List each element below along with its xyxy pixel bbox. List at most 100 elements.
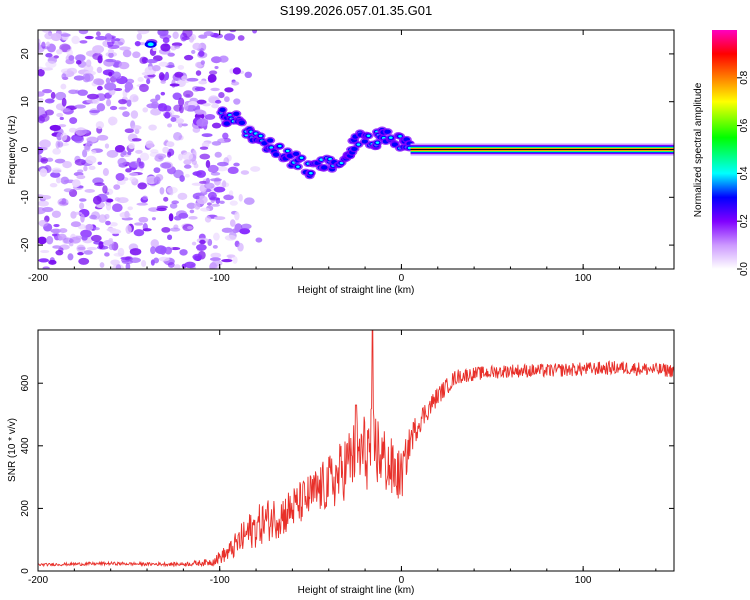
heatmap-noise-blob — [183, 54, 194, 61]
heatmap-noise-blob — [104, 82, 117, 91]
heatmap-noise-blob — [250, 166, 261, 172]
colorbar-tick-label: 0.0 — [739, 262, 750, 276]
heatmap-noise-blob — [109, 229, 122, 235]
heatmap-noise-blob — [129, 160, 141, 168]
heatmap-noise-blob — [129, 94, 139, 103]
heatmap-noise-blob — [78, 257, 90, 265]
heatmap-noise-blob — [191, 241, 197, 246]
heatmap-noise-blob — [86, 246, 98, 251]
heatmap-noise-blob — [191, 159, 197, 165]
heatmap-noise-blob — [79, 40, 88, 44]
heatmap-noise-blob — [183, 102, 189, 111]
heatmap-noise-blob — [169, 83, 180, 87]
heatmap-noise-blob — [82, 149, 88, 158]
heatmap-noise-blob — [179, 105, 184, 114]
heatmap-noise-blob — [146, 78, 151, 85]
heatmap-noise-blob — [195, 243, 207, 251]
heatmap-noise-blob — [41, 30, 51, 33]
heatmap-noise-blob — [208, 70, 218, 75]
heatmap-noise-blob — [160, 91, 166, 96]
heatmap-noise-blob — [160, 43, 171, 52]
heatmap-noise-blob — [192, 42, 202, 51]
heatmap-noise-blob — [157, 30, 169, 37]
heatmap-noise-blob — [150, 108, 162, 116]
snr-x-tick-label: 100 — [575, 575, 592, 586]
heatmap-noise-blob — [135, 149, 143, 154]
heatmap-noise-blob — [131, 138, 142, 142]
heatmap-noise-blob — [86, 93, 99, 100]
heatmap-noise-blob — [191, 49, 196, 55]
heatmap-noise-blob — [45, 53, 53, 58]
heatmap-noise-blob — [150, 246, 156, 255]
heatmap-noise-blob — [63, 188, 73, 193]
colorbar-label: Normalized spectral amplitude — [693, 82, 704, 217]
heatmap-noise-blob — [63, 237, 73, 244]
heatmap-noise-blob — [77, 251, 84, 256]
heatmap-noise-blob — [82, 73, 91, 83]
heatmap-noise-blob — [49, 124, 61, 132]
heatmap-noise-blob — [85, 59, 92, 68]
heatmap-noise-blob — [92, 52, 103, 61]
heatmap-noise-blob — [159, 187, 165, 195]
heatmap-noise-blob — [206, 202, 212, 206]
colorbar-tick-label: 0.6 — [739, 118, 750, 132]
heatmap-noise-blob — [160, 162, 172, 169]
heatmap-noise-blob — [39, 194, 52, 200]
heatmap-noise-blob — [153, 176, 161, 185]
heatmap-noise-blob — [131, 125, 142, 131]
heatmap-noise-blob — [56, 48, 63, 55]
heatmap-noise-blob — [83, 144, 91, 151]
heatmap-noise-blob — [210, 87, 220, 92]
heatmap-noise-blob — [129, 248, 142, 256]
colorbar-ticks: 0.0 0.2 0.4 0.6 0.8 — [737, 70, 750, 276]
heatmap-noise-blob — [195, 195, 200, 200]
heatmap-noise-blob — [60, 132, 68, 141]
heatmap-noise-blob — [203, 31, 214, 37]
heatmap-noise-blob — [198, 80, 208, 85]
heatmap-noise-blob — [61, 97, 67, 107]
heatmap-noise-blob — [38, 38, 41, 46]
heatmap-noise-blob — [142, 107, 149, 113]
heatmap-noise-blob — [196, 99, 207, 105]
snr-x-tick-label: -200 — [28, 575, 48, 586]
figure-title: S199.2026.057.01.35.G01 — [280, 3, 433, 18]
heatmap-noise-blob — [173, 131, 183, 141]
heatmap-noise-blob — [109, 118, 115, 126]
heatmap-noise-blob — [124, 128, 134, 134]
heatmap-noise-blob — [98, 241, 104, 250]
heatmap-noise-blob — [38, 68, 45, 77]
heatmap-noise-blob — [113, 41, 124, 46]
heatmap-noise-blob — [106, 150, 119, 158]
heatmap-noise-blob — [41, 41, 46, 49]
heatmap-noise-blob — [204, 182, 215, 189]
heatmap-noise-blob — [141, 71, 150, 76]
heatmap-noise-blob — [163, 196, 169, 202]
snr-x-tick-label: 0 — [399, 575, 405, 586]
snr-y-tick-label: 400 — [20, 437, 31, 454]
heatmap-noise-blob — [117, 157, 127, 167]
heatmap-noise-blob — [39, 139, 51, 149]
heatmap-noise-blob — [174, 71, 184, 78]
heatmap-noise-blob — [127, 206, 133, 211]
heatmap-noise-blob — [107, 48, 115, 54]
heatmap-track-peak — [389, 136, 393, 139]
heatmap-noise-blob — [114, 145, 125, 153]
heatmap-noise-blob — [38, 258, 50, 263]
snr-y-tick-label: 600 — [20, 374, 31, 391]
heatmap-noise-blob — [136, 33, 142, 41]
heatmap-noise-blob — [99, 262, 105, 268]
snr-y-tick-label: 0 — [20, 568, 31, 574]
heatmap-noise-blob — [55, 176, 62, 184]
heatmap-noise-blob — [234, 211, 240, 221]
heatmap-track-core — [267, 138, 274, 143]
heatmap-noise-blob — [145, 140, 154, 149]
heatmap-noise-blob — [62, 160, 72, 169]
heatmap-noise-blob — [229, 30, 237, 33]
heatmap-noise-blob — [167, 234, 173, 241]
heatmap-noise-blob — [198, 50, 205, 57]
heatmap-noise-blob — [129, 172, 139, 176]
heatmap-noise-blob — [139, 152, 150, 162]
heatmap-track-core — [272, 152, 280, 157]
heatmap-noise-blob — [221, 227, 233, 233]
